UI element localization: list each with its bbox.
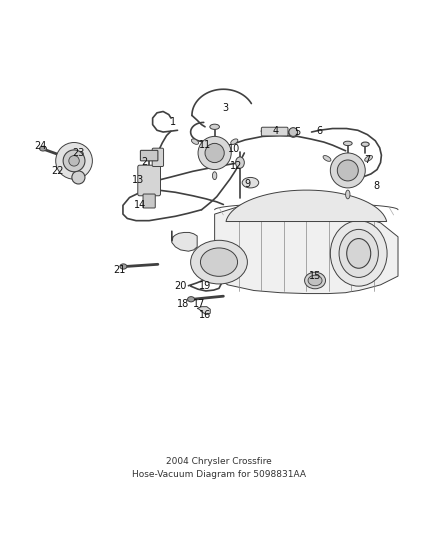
Circle shape [72,171,85,184]
Circle shape [330,153,365,188]
Circle shape [205,143,224,163]
Circle shape [56,142,92,179]
Ellipse shape [304,272,325,289]
FancyBboxPatch shape [143,194,155,208]
Ellipse shape [120,264,127,269]
Ellipse shape [191,139,198,144]
Ellipse shape [343,141,352,146]
Polygon shape [172,231,197,251]
Text: 2004 Chrysler Crossfire
Hose-Vacuum Diagram for 5098831AA: 2004 Chrysler Crossfire Hose-Vacuum Diag… [132,457,306,479]
Circle shape [289,128,297,136]
Ellipse shape [191,240,247,284]
Polygon shape [197,306,210,314]
Ellipse shape [365,156,373,161]
Circle shape [198,136,231,169]
Ellipse shape [308,275,322,286]
Circle shape [63,150,85,172]
FancyBboxPatch shape [261,127,288,136]
Ellipse shape [361,142,369,147]
Text: 7: 7 [364,155,371,165]
Ellipse shape [187,297,194,302]
Text: 12: 12 [230,161,243,171]
Ellipse shape [210,124,219,130]
Ellipse shape [330,221,387,286]
Text: 5: 5 [294,127,301,137]
Text: 24: 24 [35,141,47,151]
Ellipse shape [236,157,244,168]
Circle shape [69,156,79,166]
Text: 18: 18 [177,300,189,310]
Ellipse shape [39,146,46,151]
Ellipse shape [323,156,331,161]
FancyBboxPatch shape [152,148,163,166]
Text: 6: 6 [316,126,322,136]
Text: 13: 13 [132,175,145,185]
Polygon shape [215,202,398,294]
Ellipse shape [201,248,237,276]
FancyBboxPatch shape [138,165,160,196]
Text: 17: 17 [193,298,205,309]
Text: 10: 10 [228,143,240,154]
Circle shape [337,160,358,181]
Text: 14: 14 [134,200,147,211]
Text: 16: 16 [199,310,211,320]
Text: 8: 8 [373,181,379,191]
Circle shape [289,128,297,138]
Ellipse shape [339,229,378,277]
Text: 4: 4 [273,126,279,136]
Polygon shape [226,190,387,222]
Text: 19: 19 [199,281,211,291]
Text: 20: 20 [174,281,187,291]
Text: 9: 9 [244,180,251,189]
Text: 1: 1 [170,117,176,127]
Ellipse shape [242,177,259,188]
Ellipse shape [212,172,217,180]
Text: 15: 15 [309,271,321,281]
FancyBboxPatch shape [141,150,158,161]
Text: 21: 21 [113,265,126,275]
Ellipse shape [347,239,371,268]
Text: 23: 23 [72,148,85,158]
Text: 2: 2 [141,157,148,167]
Text: 3: 3 [223,103,229,114]
Ellipse shape [346,190,350,199]
Text: 22: 22 [51,166,64,176]
Ellipse shape [231,139,238,144]
Text: 11: 11 [199,140,211,150]
